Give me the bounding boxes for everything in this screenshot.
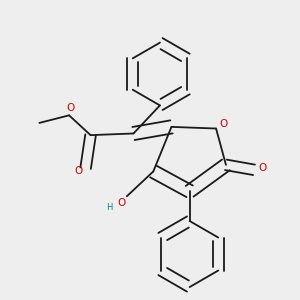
Text: O: O (118, 198, 126, 208)
Text: O: O (219, 119, 227, 129)
Text: O: O (75, 166, 83, 176)
Text: O: O (66, 103, 74, 113)
Text: H: H (106, 203, 113, 212)
Text: O: O (259, 164, 267, 173)
